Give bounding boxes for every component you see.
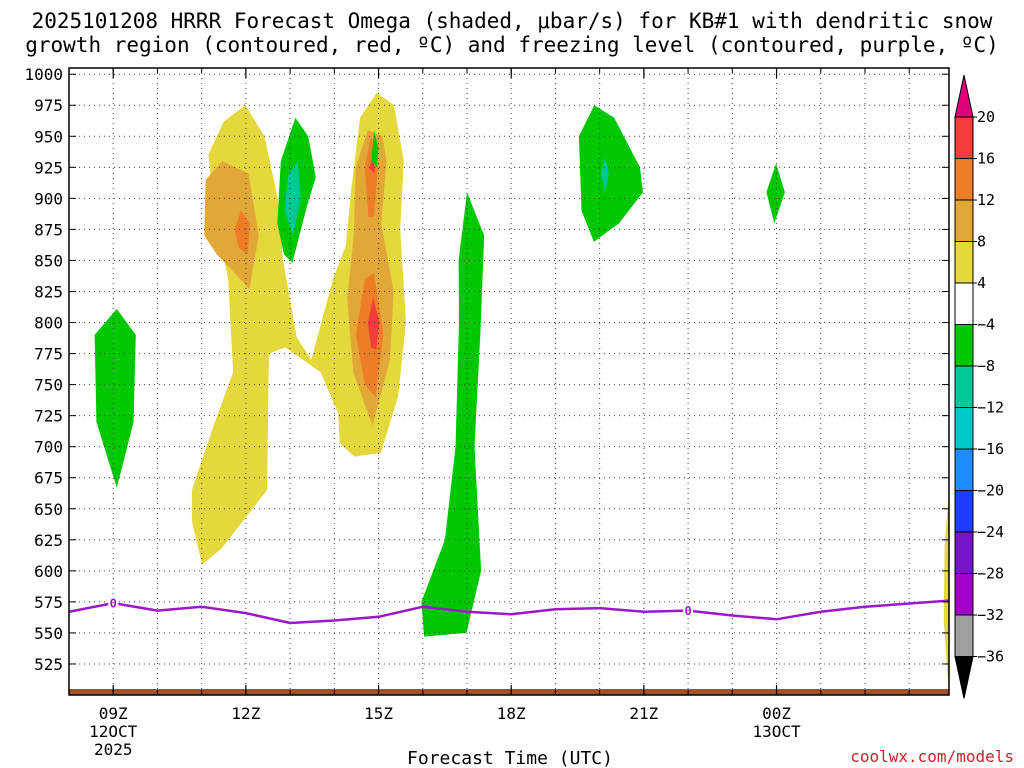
x-tick-label: 18Z: [497, 704, 526, 723]
y-tick-label: 650: [34, 500, 63, 519]
omega-region-green: [766, 163, 785, 224]
y-tick-label: 1000: [24, 65, 63, 84]
plot-area: 0052555057560062565067570072575077580082…: [24, 65, 950, 759]
colorbar-label: −12: [977, 399, 1004, 417]
colorbar-label: −20: [977, 482, 1004, 500]
x-tick-year: 2025: [94, 740, 133, 759]
x-tick-label: 09Z: [99, 704, 128, 723]
colorbar-swatch: [954, 282, 974, 325]
colorbar-swatch: [954, 448, 974, 491]
colorbar-label: −8: [977, 357, 995, 375]
y-tick-label: 750: [34, 376, 63, 395]
chart-title-line-1: 2025101208 HRRR Forecast Omega (shaded, …: [32, 9, 993, 33]
colorbar-label: −4: [977, 316, 995, 334]
colorbar-swatch: [954, 614, 974, 657]
colorbar-label: 4: [977, 274, 986, 292]
freezing-level-line: [69, 599, 949, 625]
colorbar-cap-top: [954, 74, 974, 118]
x-axis-label: Forecast Time (UTC): [407, 748, 613, 768]
colorbar-label: 20: [977, 108, 995, 126]
colorbar-swatch: [954, 324, 974, 367]
y-tick-label: 875: [34, 220, 63, 239]
ground-strip: [69, 689, 949, 695]
colorbar: 20 16 12 8 4 −4 −8 −12 −16 −20 −24 −28 −32 −36: [954, 74, 1004, 699]
y-tick-label: 575: [34, 593, 63, 612]
x-tick-label: 12Z: [231, 704, 260, 723]
omega-region-green: [94, 308, 136, 488]
y-tick-label: 925: [34, 158, 63, 177]
omega-region-green: [371, 130, 379, 168]
freezing-level-label: 0: [110, 597, 117, 611]
omega-region-teal: [284, 161, 301, 236]
colorbar-swatch: [954, 407, 974, 450]
colorbar-swatch: [954, 490, 974, 533]
omega-region-red: [367, 297, 380, 350]
freezing-label-bg: [108, 596, 119, 610]
y-tick-label: 850: [34, 251, 63, 270]
x-tick-label: 00Z: [762, 704, 791, 723]
freezing-level-label: 0: [684, 604, 691, 618]
colorbar-swatch: [954, 116, 974, 159]
y-tick-label: 700: [34, 438, 63, 457]
shaded-layer: 00: [69, 68, 949, 695]
y-tick-label: 900: [34, 189, 63, 208]
y-tick-label: 775: [34, 345, 63, 364]
x-tick-label: 15Z: [364, 704, 393, 723]
x-tick-label: 21Z: [629, 704, 658, 723]
y-tick-label: 525: [34, 655, 63, 674]
colorbar-cap-bottom: [954, 656, 974, 699]
colorbar-swatch: [954, 199, 974, 242]
colorbar-swatch: [954, 365, 974, 408]
colorbar-label: 8: [977, 233, 986, 251]
omega-region-teal: [601, 157, 609, 193]
colorbar-swatch: [954, 158, 974, 201]
colorbar-label: −32: [977, 606, 1004, 624]
colorbar-swatch: [954, 531, 974, 574]
omega-region-green: [578, 105, 643, 242]
colorbar-label: −28: [977, 565, 1004, 583]
y-tick-label: 600: [34, 562, 63, 581]
colorbar-swatch: [954, 241, 974, 284]
colorbar-label: −16: [977, 440, 1004, 458]
y-tick-label: 800: [34, 314, 63, 333]
omega-region-red: [369, 154, 375, 174]
y-tick-label: 725: [34, 407, 63, 426]
omega-region-yellow: [943, 490, 949, 695]
colorbar-label: 12: [977, 191, 995, 209]
y-tick-label: 975: [34, 96, 63, 115]
omega-region-green: [421, 192, 485, 637]
chart-title-line-2: growth region (contoured, red, ºC) and f…: [25, 33, 999, 57]
x-tick-date: 12OCT: [89, 722, 138, 741]
y-tick-label: 675: [34, 469, 63, 488]
freezing-label-bg: [683, 603, 694, 617]
colorbar-swatch: [954, 573, 974, 616]
omega-region-gold: [204, 161, 259, 289]
x-tick-date: 13OCT: [752, 722, 801, 741]
colorbar-label: 16: [977, 150, 995, 168]
y-tick-label: 950: [34, 127, 63, 146]
colorbar-label: −24: [977, 523, 1004, 541]
y-tick-label: 825: [34, 282, 63, 301]
y-tick-label: 550: [34, 624, 63, 643]
y-tick-label: 625: [34, 531, 63, 550]
credit-text: coolwx.com/models: [850, 747, 1014, 766]
colorbar-label: −36: [977, 648, 1004, 666]
plot-frame: [68, 67, 950, 696]
